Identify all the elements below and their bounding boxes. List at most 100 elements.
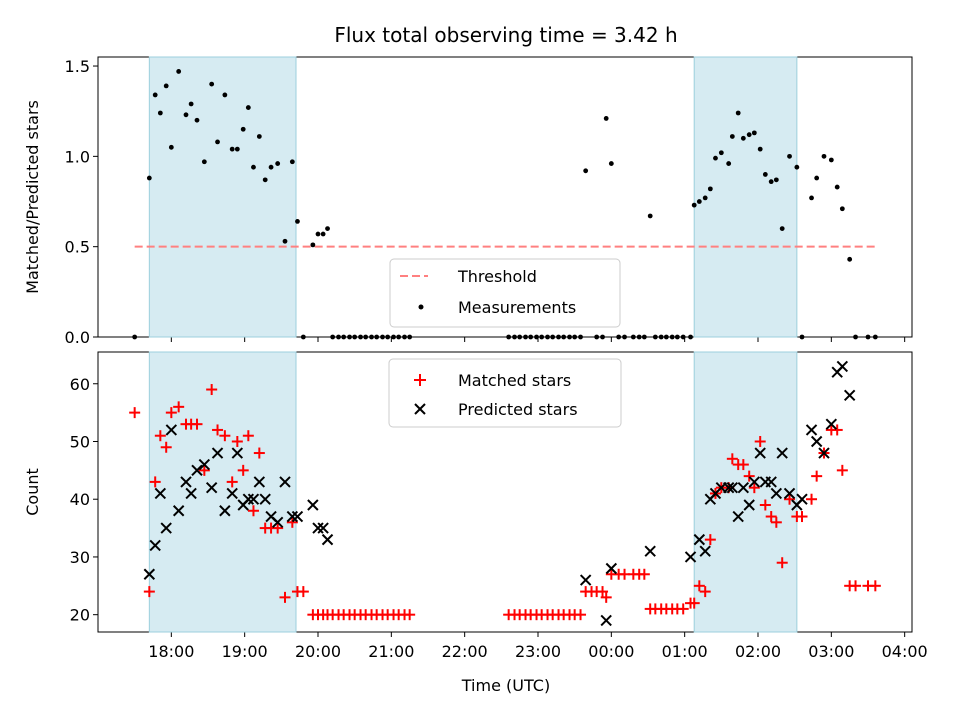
matched-point (279, 591, 291, 603)
measurement-point (163, 83, 169, 89)
predicted-point (165, 424, 178, 436)
matched-point (770, 516, 782, 528)
matched-point (597, 586, 609, 598)
predicted-point (154, 487, 167, 500)
matched-point (748, 482, 760, 494)
measurement-point (385, 334, 391, 340)
x-tick-label: 20:00 (295, 642, 341, 661)
measurement-point (762, 172, 768, 177)
predicted-point (825, 418, 838, 430)
matched-point (143, 586, 155, 598)
predicted-point (279, 476, 291, 488)
measurements-legend-swatch (418, 304, 424, 310)
measurement-point (550, 334, 556, 340)
measurement-point (215, 139, 220, 145)
count-y-tick-label: 30 (70, 548, 90, 567)
predicted-point (776, 447, 788, 459)
measurement-point (740, 135, 746, 141)
ratio-y-tick-label: 1.0 (65, 147, 90, 166)
measurement-point (268, 164, 274, 170)
matched-stars-series (129, 384, 881, 621)
measurement-point (391, 334, 396, 340)
predicted-point (818, 447, 830, 459)
count-y-tick-label: 50 (70, 432, 90, 451)
measurement-point (262, 177, 268, 183)
predicted-stars-series (143, 360, 856, 627)
measurement-point (352, 334, 358, 340)
measurement-point (794, 164, 800, 170)
matched-point (575, 609, 587, 621)
ratio-legend: Threshold Measurements (389, 258, 621, 328)
matched-legend-swatch (414, 374, 426, 386)
matched-point (173, 401, 185, 413)
measurement-point (396, 334, 402, 340)
measurement-point (572, 334, 578, 340)
measurement-point (539, 334, 545, 340)
predicted-point (765, 476, 777, 488)
measurement-point (222, 92, 228, 98)
matched-point (226, 476, 238, 488)
x-tick-label: 19:00 (222, 642, 268, 661)
x-tick-label: 23:00 (515, 642, 561, 661)
matched-point (776, 557, 788, 569)
measurement-point (663, 334, 669, 340)
matched-point (242, 430, 254, 442)
count-plot-frame (97, 351, 913, 633)
predicted-legend-swatch (414, 403, 426, 415)
measurement-point (713, 155, 718, 161)
predicted-point (160, 522, 172, 534)
measurement-point (853, 334, 858, 340)
measurement-point (132, 334, 138, 340)
measurement-point (658, 334, 664, 340)
measurement-point (603, 116, 609, 121)
measurement-point (528, 334, 534, 340)
matched-point (272, 522, 284, 534)
x-tick-label: 02:00 (735, 642, 781, 661)
predicted-point (699, 545, 711, 557)
measurement-point (779, 226, 785, 232)
predicted-point (191, 464, 203, 477)
predicted-point (180, 476, 192, 488)
measurement-point (310, 242, 316, 248)
measurement-point (188, 101, 194, 107)
measurement-point (696, 199, 702, 204)
legend-measurements-label: Measurements (458, 298, 576, 317)
matched-point (191, 418, 203, 430)
measurement-point (746, 132, 752, 138)
measurement-point (680, 334, 686, 340)
measurement-point (523, 334, 528, 340)
matched-point (831, 424, 843, 436)
measurement-point (865, 334, 871, 340)
predicted-point (805, 424, 818, 436)
observing-window-0 (148, 351, 297, 633)
predicted-point (317, 522, 329, 534)
predicted-point (605, 562, 618, 575)
matched-point (688, 597, 700, 609)
predicted-point (219, 505, 231, 517)
measurement-point (315, 231, 321, 237)
predicted-point (579, 574, 592, 586)
measurement-point (735, 110, 741, 116)
observing-window-0 (148, 56, 297, 338)
matched-point (811, 470, 823, 482)
measurement-point (229, 146, 235, 152)
predicted-point (307, 499, 319, 511)
predicted-point (726, 481, 739, 494)
measurement-point (201, 159, 207, 165)
measurement-point (594, 334, 600, 340)
measurement-point (534, 334, 539, 340)
predicted-point (286, 510, 299, 523)
x-tick-label: 18:00 (148, 642, 194, 661)
measurement-point (636, 334, 642, 340)
measurement-point (834, 184, 840, 190)
measurement-point (688, 334, 693, 340)
matched-point (796, 511, 808, 523)
count-y-tick-label: 40 (70, 490, 90, 509)
measurement-point (347, 334, 352, 340)
predicted-point (211, 447, 224, 459)
measurement-point (194, 117, 200, 123)
measurement-point (517, 334, 523, 340)
legend-matched-label: Matched stars (458, 371, 571, 390)
predicted-point (312, 522, 324, 534)
observing-window-1 (693, 56, 798, 338)
